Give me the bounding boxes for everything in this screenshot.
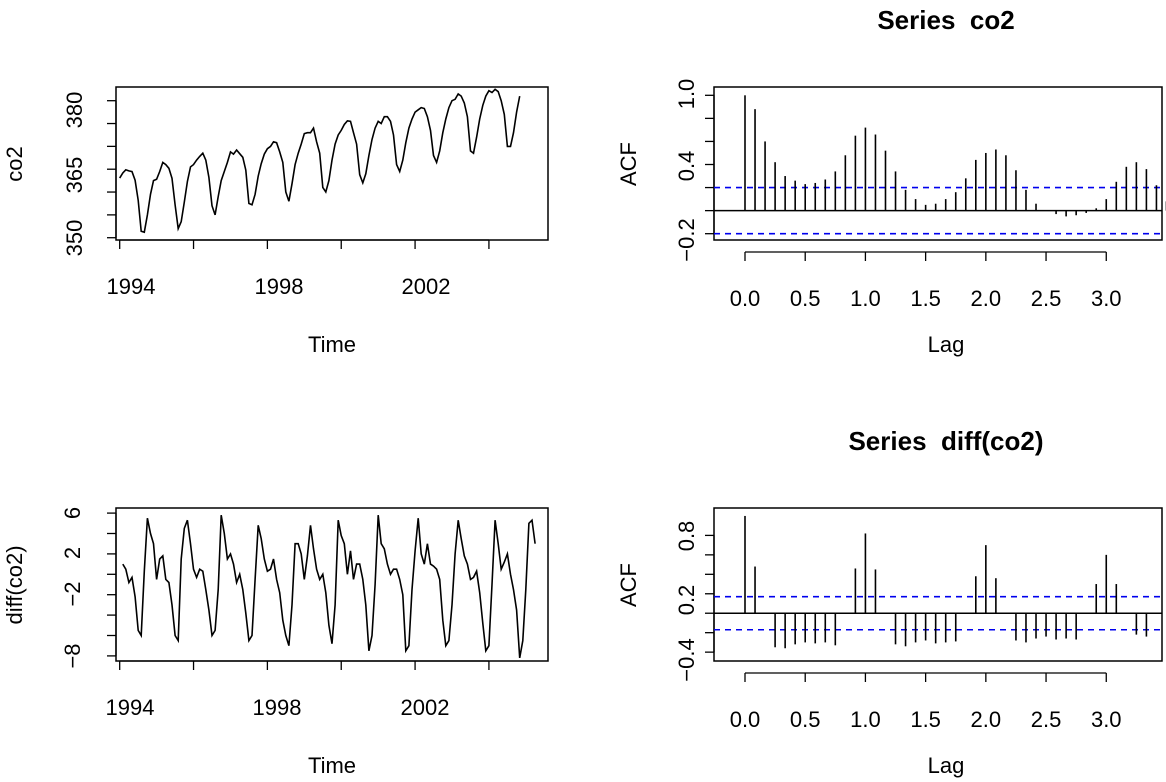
y-tick-label: 2 xyxy=(60,547,85,559)
y-tick-label: 0.2 xyxy=(674,585,699,616)
y-axis-label: co2 xyxy=(2,146,27,181)
panel-co2-series: 350 365 380 1994 1998 2002 Time co2 xyxy=(2,86,549,357)
y-tick-label: 350 xyxy=(62,220,87,257)
x-axis-label: Time xyxy=(308,332,356,357)
panel-diff-series: 6 2 −2 −8 1994 1998 2002 Time diff(co2) xyxy=(2,507,549,778)
x-tick-label: 3.0 xyxy=(1091,707,1122,732)
x-tick-label: 1.0 xyxy=(850,286,881,311)
y-tick-label: 380 xyxy=(62,92,87,129)
x-tick-label: 0.0 xyxy=(730,286,761,311)
y-tick-label: 0.8 xyxy=(674,521,699,552)
y-tick-label: 0.4 xyxy=(674,151,699,182)
x-tick-label: 2.0 xyxy=(971,286,1002,311)
panel-diff-acf: Series diff(co2) −0.4 0.2 0.8 0.0 0.5 1.0 1… xyxy=(616,426,1163,778)
x-tick-label: 3.0 xyxy=(1091,286,1122,311)
x-tick-label: 1994 xyxy=(107,274,156,299)
x-tick-label: 2002 xyxy=(401,695,450,720)
x-tick-label: 2.5 xyxy=(1031,707,1062,732)
x-tick-label: 1994 xyxy=(106,695,155,720)
plot-box xyxy=(713,86,1163,241)
y-axis-label: ACF xyxy=(616,563,641,607)
x-tick-label: 0.5 xyxy=(790,707,821,732)
y-tick-label: 365 xyxy=(62,157,87,194)
y-tick-label: −0.2 xyxy=(674,218,699,261)
x-tick-label: 0.0 xyxy=(730,707,761,732)
x-tick-label: 1.5 xyxy=(910,707,941,732)
x-tick-label: 1.5 xyxy=(910,286,941,311)
x-tick-label: 0.5 xyxy=(790,286,821,311)
y-tick-label: −0.4 xyxy=(674,638,699,681)
x-tick-label: 2002 xyxy=(402,274,451,299)
x-tick-label: 1998 xyxy=(255,274,304,299)
series-line xyxy=(119,88,521,234)
y-tick-label: 1.0 xyxy=(674,79,699,110)
panel-co2-acf: Series co2 −0.2 0.4 1.0 0.0 0.5 1.0 1.5 2.0 2… xyxy=(616,5,1166,357)
series-line xyxy=(122,514,536,659)
x-tick-label: 1.0 xyxy=(850,707,881,732)
y-tick-label: −8 xyxy=(60,643,85,668)
x-axis-label: Lag xyxy=(928,332,965,357)
chart-title: Series diff(co2) xyxy=(848,426,1043,456)
x-axis-label: Time xyxy=(308,753,356,778)
x-tick-label: 2.5 xyxy=(1031,286,1062,311)
plot-box xyxy=(713,507,1163,662)
y-tick-label: 6 xyxy=(60,507,85,519)
y-axis-label: ACF xyxy=(616,142,641,186)
x-tick-label: 2.0 xyxy=(971,707,1002,732)
x-tick-label: 1998 xyxy=(253,695,302,720)
y-tick-label: −2 xyxy=(60,581,85,606)
y-axis-label: diff(co2) xyxy=(2,545,27,624)
x-axis-label: Lag xyxy=(928,753,965,778)
chart-title: Series co2 xyxy=(877,5,1014,35)
